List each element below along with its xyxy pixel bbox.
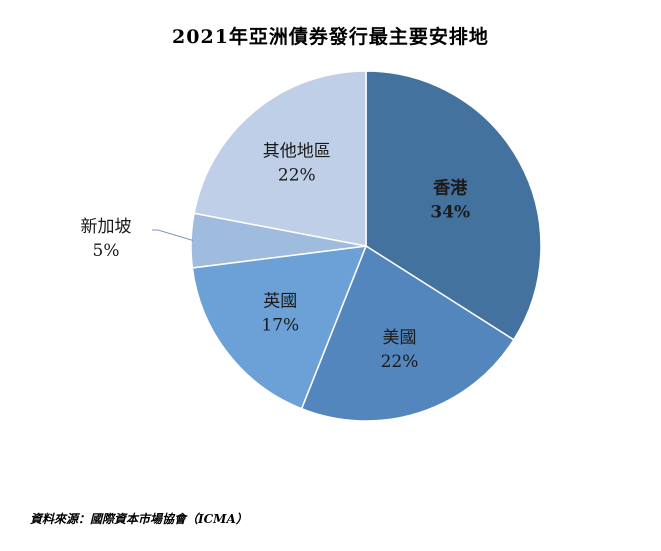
chart-title: 2021年亞洲債券發行最主要安排地 bbox=[172, 26, 489, 48]
slice-label-4: 其他地區 bbox=[263, 141, 331, 161]
slice-value-0: 34% bbox=[430, 203, 470, 223]
pie-slice-2 bbox=[191, 245, 368, 410]
source-note: 資料來源：國際資本市場協會（ICMA） bbox=[30, 512, 248, 526]
slice-label-2: 英國 bbox=[263, 292, 297, 312]
pie-slice-1 bbox=[300, 244, 515, 422]
slice-label-3: 新加坡 bbox=[81, 217, 132, 237]
pie-slices bbox=[190, 70, 542, 422]
slice-labels: 香港 34% 美國 22% 英國 17% 新加坡 5% 其他地區 22% bbox=[81, 141, 471, 372]
slice-label-1: 美國 bbox=[383, 328, 417, 348]
leader-line-3 bbox=[152, 229, 194, 241]
pie-slice-4 bbox=[193, 70, 367, 247]
slice-value-2: 17% bbox=[261, 316, 299, 336]
slice-value-1: 22% bbox=[381, 352, 419, 372]
slice-value-3: 5% bbox=[93, 241, 120, 261]
pie-slice-0 bbox=[365, 70, 542, 341]
slice-label-0: 香港 bbox=[433, 178, 468, 199]
slice-value-4: 22% bbox=[278, 165, 316, 185]
leader-lines bbox=[152, 229, 194, 241]
